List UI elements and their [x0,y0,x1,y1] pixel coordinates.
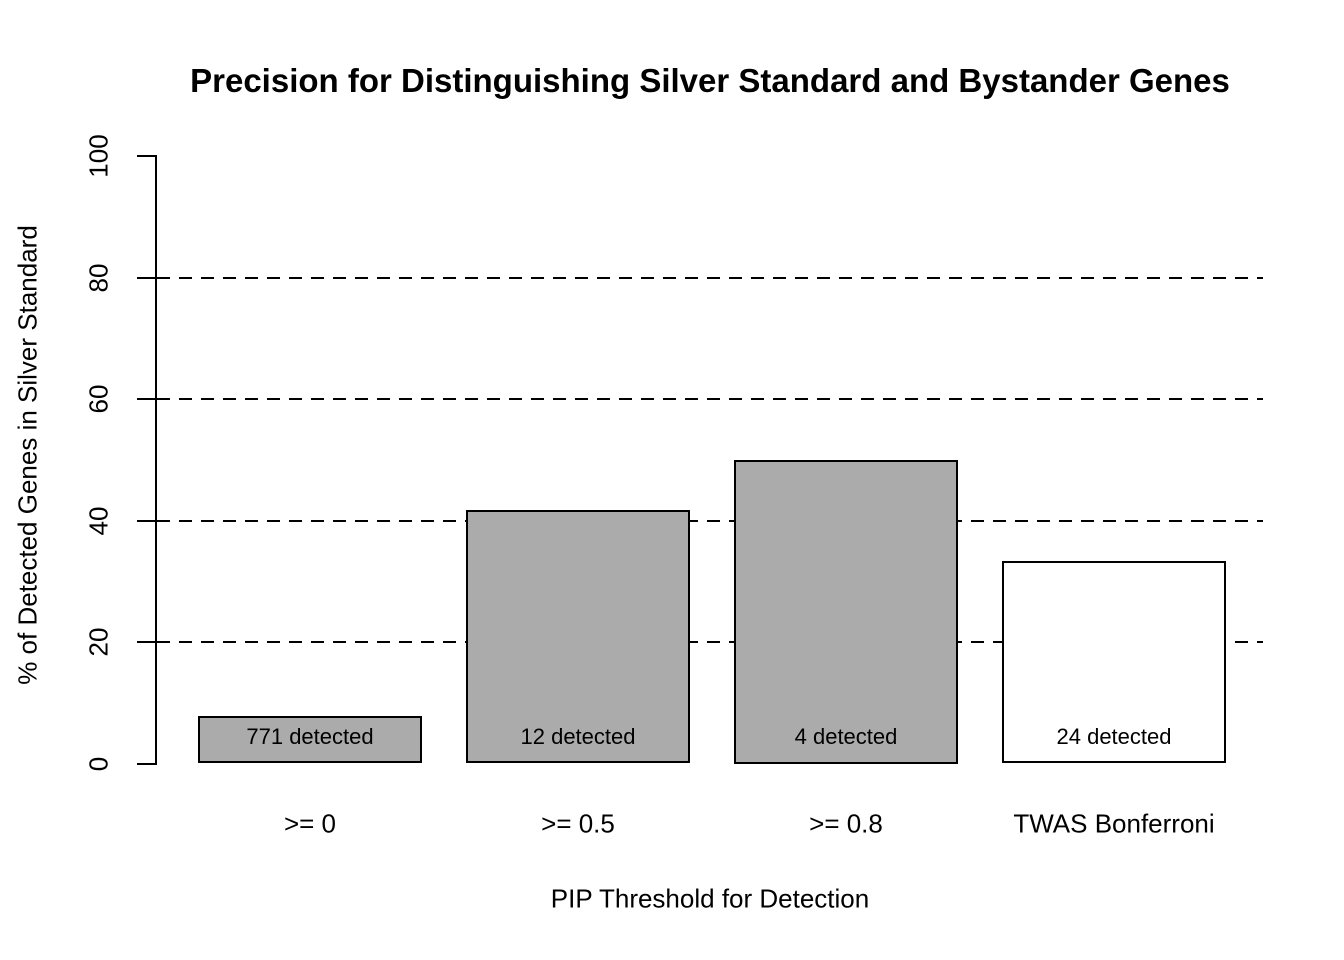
x-category-label: TWAS Bonferroni [1013,808,1215,839]
bar-count-label: 4 detected [794,724,898,749]
x-axis-label: PIP Threshold for Detection [550,883,870,914]
gridline-20 [157,641,1263,643]
x-category-label: >= 0 [283,808,337,839]
x-category-label: >= 0.5 [541,808,615,839]
bar->= 0.5 [466,510,690,764]
y-tick-label-80: 80 [83,263,114,292]
bar-count-label: 12 detected [520,724,636,749]
y-tick-0 [137,762,156,765]
chart-title: Precision for Distinguishing Silver Stan… [190,62,1230,99]
gridline-60 [157,398,1263,400]
y-tick-80 [137,276,156,279]
y-tick-label-20: 20 [83,627,114,657]
y-tick-100 [137,155,156,157]
bar-TWAS Bonferroni [1002,561,1226,764]
y-tick-60 [137,398,156,400]
y-tick-label-0: 0 [83,756,114,771]
y-tick-label-100: 100 [83,134,114,178]
y-axis-line [155,155,157,765]
y-tick-label-60: 60 [83,384,114,414]
bar-count-label: 24 detected [1056,724,1172,749]
bar-count-label: 771 detected [246,724,374,749]
y-tick-20 [137,641,156,643]
y-tick-40 [137,519,156,522]
y-tick-label-40: 40 [83,506,114,535]
x-category-label: >= 0.8 [809,808,883,839]
gridline-80 [157,276,1263,279]
bar->= 0 [198,716,422,764]
bar->= 0.8 [734,459,958,764]
y-axis-label: % of Detected Genes in Silver Standard [12,225,43,685]
gridline-40 [157,519,1263,522]
